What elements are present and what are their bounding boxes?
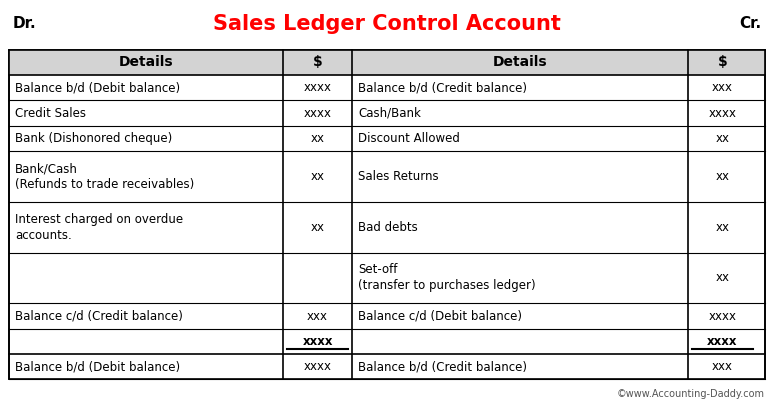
Text: xxx: xxx [712, 81, 733, 94]
Text: ©www.Accounting-Daddy.com: ©www.Accounting-Daddy.com [617, 389, 765, 399]
Bar [9, 50, 765, 379]
Text: Balance b/d (Debit balance): Balance b/d (Debit balance) [15, 81, 180, 94]
Text: Cash/Bank: Cash/Bank [358, 107, 421, 119]
Text: xxxx: xxxx [303, 335, 333, 348]
Text: Balance b/d (Credit balance): Balance b/d (Credit balance) [358, 360, 527, 373]
Text: Sales Ledger Control Account: Sales Ledger Control Account [213, 13, 561, 34]
Text: Balance b/d (Credit balance): Balance b/d (Credit balance) [358, 81, 527, 94]
Text: Balance c/d (Debit balance): Balance c/d (Debit balance) [358, 309, 522, 322]
Text: Sales Returns: Sales Returns [358, 170, 439, 183]
Text: xx: xx [715, 271, 729, 284]
Text: Details: Details [118, 55, 173, 69]
Text: xxxx: xxxx [708, 107, 737, 119]
Text: xxxx: xxxx [707, 335, 738, 348]
Text: Bank (Dishonored cheque): Bank (Dishonored cheque) [15, 132, 173, 145]
Bar [9, 50, 765, 75]
Text: xxxx: xxxx [303, 360, 331, 373]
Text: Dr.: Dr. [13, 16, 36, 31]
Text: Balance b/d (Debit balance): Balance b/d (Debit balance) [15, 360, 180, 373]
Text: xx: xx [715, 221, 729, 234]
Text: xxx: xxx [307, 309, 328, 322]
Text: $: $ [313, 55, 323, 69]
Text: Balance c/d (Credit balance): Balance c/d (Credit balance) [15, 309, 183, 322]
Text: Credit Sales: Credit Sales [15, 107, 86, 119]
Text: xxxx: xxxx [303, 81, 331, 94]
Text: xxxx: xxxx [708, 309, 737, 322]
Text: $: $ [717, 55, 728, 69]
Text: xxx: xxx [712, 360, 733, 373]
Text: Bad debts: Bad debts [358, 221, 418, 234]
Text: xx: xx [715, 132, 729, 145]
Text: Discount Allowed: Discount Allowed [358, 132, 461, 145]
Text: xx: xx [715, 170, 729, 183]
Text: xx: xx [310, 132, 324, 145]
Text: Set-off
(transfer to purchases ledger): Set-off (transfer to purchases ledger) [358, 264, 536, 292]
Text: xx: xx [310, 221, 324, 234]
Text: xxxx: xxxx [303, 107, 331, 119]
Text: Bank/Cash
(Refunds to trade receivables): Bank/Cash (Refunds to trade receivables) [15, 162, 194, 191]
Text: Cr.: Cr. [739, 16, 761, 31]
Text: xx: xx [310, 170, 324, 183]
Text: Details: Details [493, 55, 547, 69]
Text: Interest charged on overdue
accounts.: Interest charged on overdue accounts. [15, 213, 183, 242]
